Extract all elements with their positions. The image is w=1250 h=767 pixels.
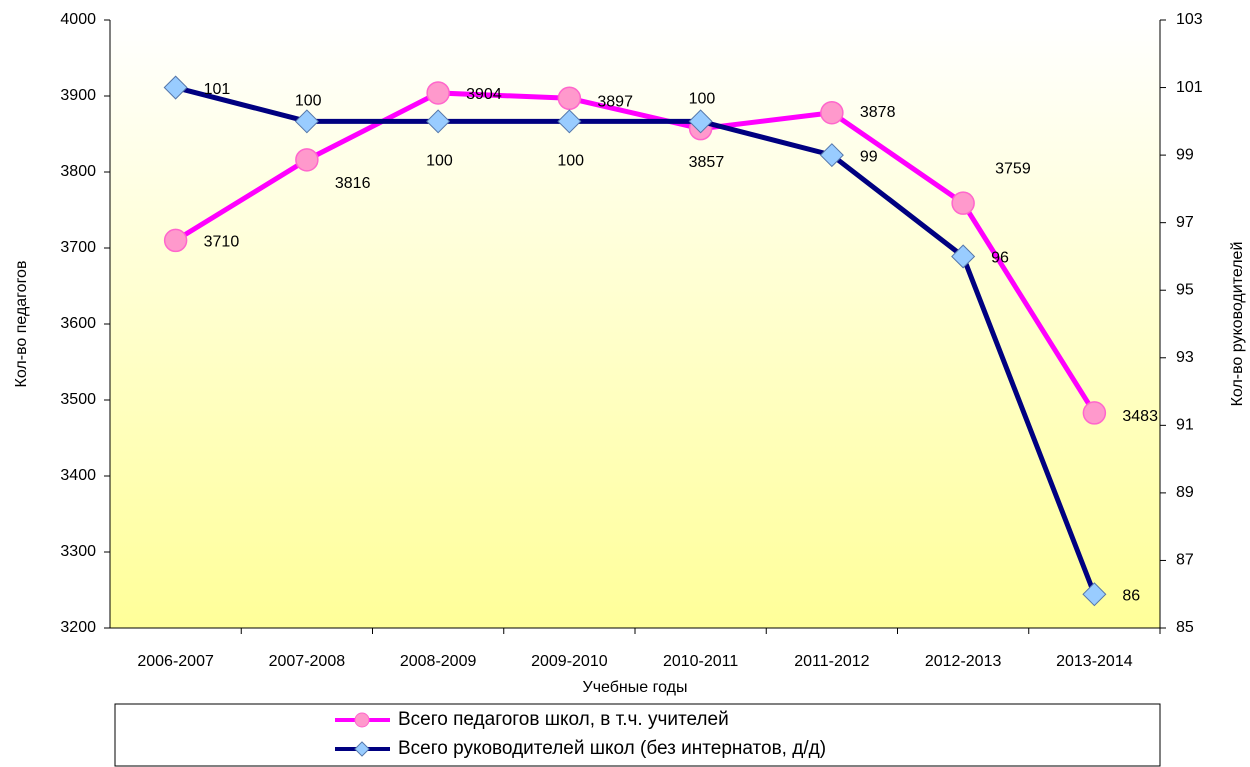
data-label: 86 bbox=[1122, 587, 1140, 604]
data-label: 100 bbox=[689, 91, 716, 108]
x-tick-label: 2010-2011 bbox=[663, 653, 738, 670]
data-label: 100 bbox=[426, 153, 453, 170]
x-tick-label: 2011-2012 bbox=[794, 653, 869, 670]
y-tick-label: 3600 bbox=[60, 315, 96, 332]
legend-marker bbox=[354, 712, 370, 728]
y2-tick-label: 97 bbox=[1176, 214, 1194, 231]
data-label: 3816 bbox=[335, 175, 371, 192]
y2-axis-title: Кол-во руководителей bbox=[1229, 242, 1246, 407]
marker bbox=[163, 75, 188, 100]
y2-tick-label: 101 bbox=[1176, 79, 1203, 96]
marker bbox=[294, 109, 319, 134]
y2-tick-label: 99 bbox=[1176, 146, 1194, 163]
marker bbox=[295, 148, 319, 172]
x-tick-label: 2008-2009 bbox=[400, 653, 477, 670]
data-label: 3904 bbox=[466, 86, 502, 103]
marker bbox=[557, 109, 582, 134]
series-line bbox=[175, 85, 1097, 596]
y-tick-label: 3700 bbox=[60, 239, 96, 256]
y-tick-label: 3500 bbox=[60, 391, 96, 408]
marker bbox=[1082, 582, 1107, 607]
data-label: 3710 bbox=[204, 234, 240, 251]
legend-label: Всего руководителей школ (без интернатов… bbox=[398, 738, 826, 759]
x-tick-label: 2013-2014 bbox=[1056, 653, 1133, 670]
y2-tick-label: 95 bbox=[1176, 281, 1194, 298]
x-tick-label: 2009-2010 bbox=[531, 653, 608, 670]
y-tick-label: 3800 bbox=[60, 163, 96, 180]
data-label: 101 bbox=[204, 81, 231, 98]
y-tick-label: 3300 bbox=[60, 543, 96, 560]
data-label: 99 bbox=[860, 148, 878, 165]
marker bbox=[426, 109, 451, 134]
y2-tick-label: 103 bbox=[1176, 11, 1203, 28]
legend-label: Всего педагогов школ, в т.ч. учителей bbox=[398, 709, 729, 730]
marker bbox=[819, 143, 844, 168]
marker bbox=[951, 191, 975, 215]
y-tick-label: 3200 bbox=[60, 619, 96, 636]
data-label: 3483 bbox=[1122, 408, 1158, 425]
x-tick-label: 2012-2013 bbox=[925, 653, 1002, 670]
marker bbox=[1082, 401, 1107, 425]
x-tick-label: 2007-2008 bbox=[269, 653, 346, 670]
legend-marker bbox=[354, 741, 370, 757]
data-label: 3878 bbox=[860, 104, 896, 121]
y-tick-label: 3400 bbox=[60, 467, 96, 484]
marker bbox=[820, 100, 844, 125]
y2-tick-label: 85 bbox=[1176, 619, 1194, 636]
y-tick-label: 3900 bbox=[60, 87, 96, 104]
y2-tick-label: 93 bbox=[1176, 349, 1194, 366]
x-tick-label: 2006-2007 bbox=[137, 653, 214, 670]
x-axis-title: Учебные годы bbox=[583, 679, 688, 696]
marker bbox=[426, 81, 450, 105]
data-label: 3897 bbox=[597, 93, 633, 110]
series-line bbox=[174, 90, 1097, 415]
data-label: 96 bbox=[991, 250, 1009, 267]
data-label: 100 bbox=[295, 93, 322, 110]
legend bbox=[114, 703, 1161, 767]
marker bbox=[163, 228, 188, 253]
data-label: 3857 bbox=[689, 154, 725, 171]
data-label: 3759 bbox=[995, 160, 1031, 177]
marker bbox=[951, 244, 976, 269]
y-axis-title: Кол-во педагогов bbox=[13, 261, 30, 388]
y-tick-label: 4000 bbox=[60, 11, 96, 28]
y2-tick-label: 87 bbox=[1176, 552, 1194, 569]
y2-tick-label: 91 bbox=[1176, 417, 1194, 434]
data-label: 100 bbox=[557, 153, 584, 170]
y2-tick-label: 89 bbox=[1176, 484, 1194, 501]
marker bbox=[557, 86, 582, 111]
marker bbox=[688, 109, 713, 134]
